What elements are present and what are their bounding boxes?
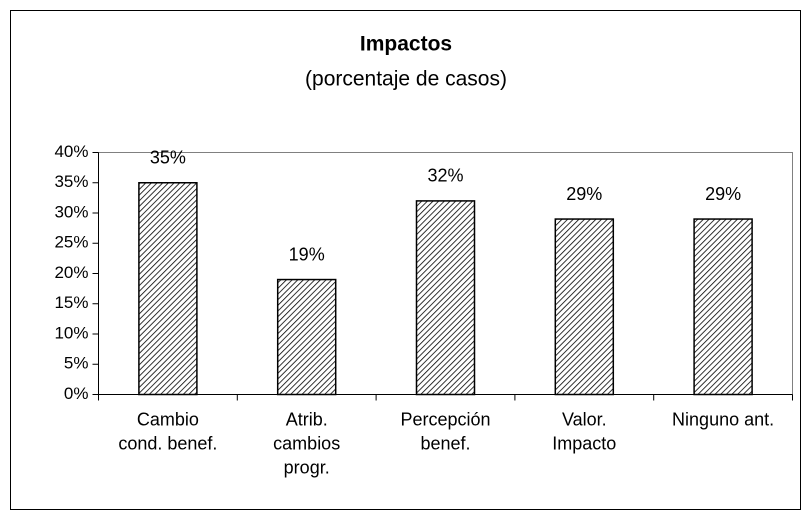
value-label: 19% xyxy=(289,244,325,264)
x-tick-label: Ninguno ant. xyxy=(672,409,774,429)
y-tick-label: 15% xyxy=(54,293,88,312)
x-tick-label: progr. xyxy=(284,457,330,477)
bar xyxy=(138,182,198,396)
value-label: 29% xyxy=(566,184,602,204)
x-tick-label: Atrib. xyxy=(286,409,328,429)
y-tick-label: 25% xyxy=(54,233,88,252)
y-tick-label: 30% xyxy=(54,202,88,221)
x-tick-label: benef. xyxy=(420,433,470,453)
x-tick-label: Impacto xyxy=(552,433,616,453)
value-label: 35% xyxy=(150,148,186,168)
y-tick-label: 5% xyxy=(64,354,89,373)
y-tick-label: 10% xyxy=(54,323,88,342)
y-tick-label: 20% xyxy=(54,263,88,282)
value-label: 32% xyxy=(427,166,463,186)
y-tick-label: 40% xyxy=(54,142,88,161)
y-tick-label: 0% xyxy=(64,384,89,403)
y-tick-label: 35% xyxy=(54,172,88,191)
bar xyxy=(554,218,615,396)
x-tick-label: cond. benef. xyxy=(118,433,217,453)
chart-title: Impactos xyxy=(360,33,452,56)
bar xyxy=(415,200,476,396)
x-tick-label: Cambio xyxy=(137,409,199,429)
chart-subtitle: (porcentaje de casos) xyxy=(305,68,507,91)
x-tick-label: Valor. xyxy=(562,409,607,429)
x-tick-label: Percepción xyxy=(400,409,490,429)
bar xyxy=(693,218,753,396)
value-label: 29% xyxy=(705,184,741,204)
bar xyxy=(276,278,337,396)
x-tick-label: cambios xyxy=(273,433,340,453)
